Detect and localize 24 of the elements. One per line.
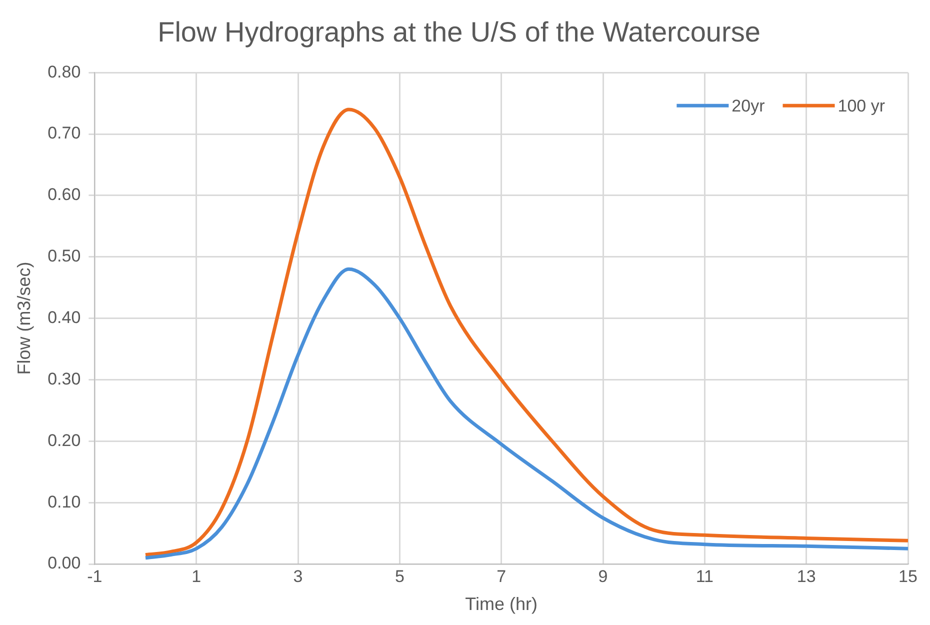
- x-tick-label: 11: [696, 566, 714, 586]
- x-tick-label: 13: [796, 566, 816, 586]
- chart-title: Flow Hydrographs at the U/S of the Watercourse: [158, 16, 760, 48]
- x-tick-label: 9: [598, 566, 608, 586]
- x-tick-label: -1: [87, 566, 102, 586]
- legend-label: 20yr: [732, 96, 766, 116]
- x-axis-title: Time (hr): [465, 594, 538, 614]
- x-tick-label: 15: [898, 566, 918, 586]
- y-tick-label: 0.60: [48, 185, 81, 204]
- line-series: [144, 267, 908, 560]
- y-tick-label: 0.30: [48, 369, 81, 388]
- y-tick-label: 0.70: [48, 124, 81, 143]
- y-tick-label: 0.10: [48, 492, 81, 512]
- y-axis-title: Flow (m3/sec): [14, 262, 34, 375]
- x-tick-label: 1: [192, 566, 202, 586]
- y-tick-label: 0.80: [48, 62, 81, 82]
- y-tick-label: 0.20: [48, 430, 81, 450]
- x-tick-label: 3: [293, 566, 303, 586]
- y-tick-label: 0.50: [48, 246, 81, 266]
- y-tick-label: 0.40: [48, 308, 81, 327]
- x-tick-label: 7: [496, 566, 506, 586]
- y-tick-label: 0.00: [48, 554, 81, 573]
- legend-label: 100 yr: [838, 96, 886, 116]
- x-tick-label: 5: [394, 566, 404, 586]
